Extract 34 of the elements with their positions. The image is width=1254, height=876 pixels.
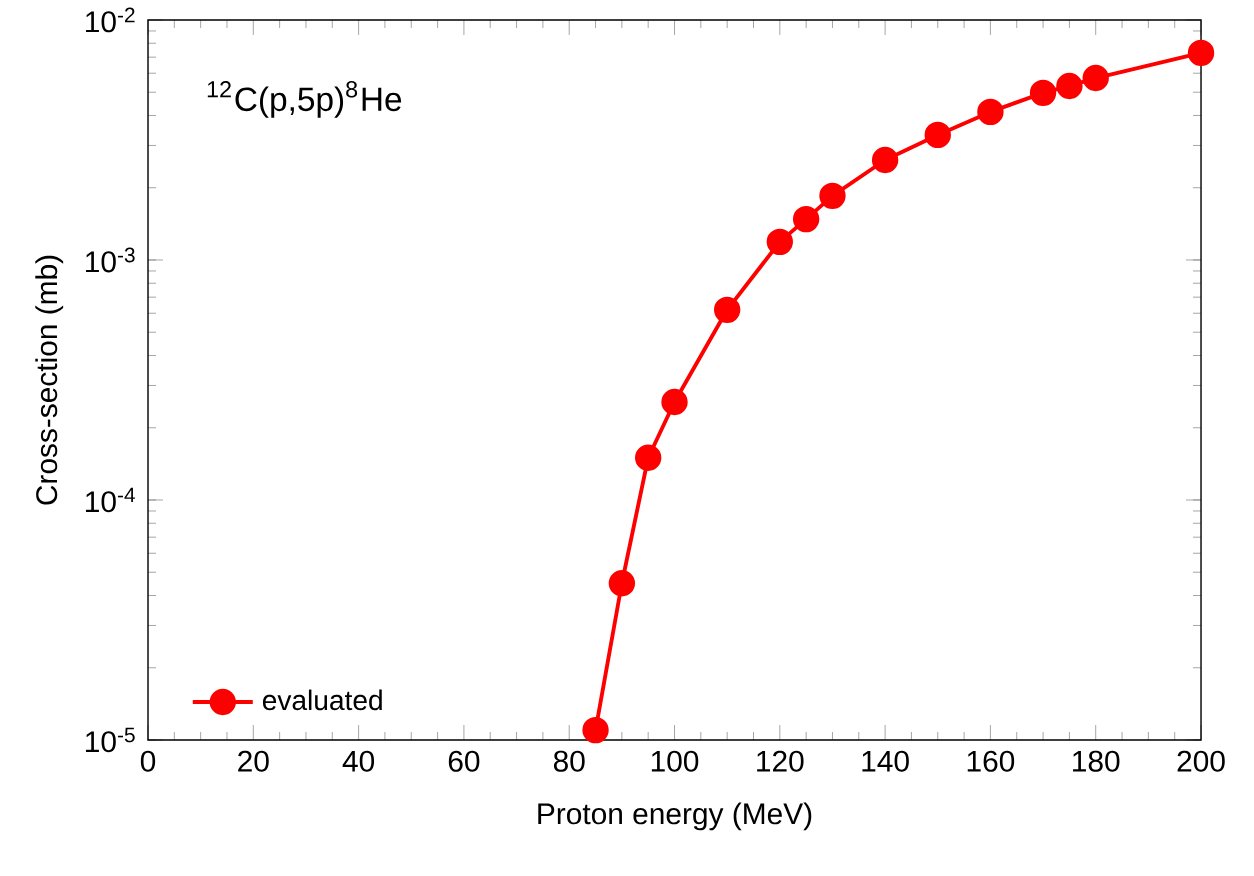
y-axis-title: Cross-section (mb) bbox=[35, 255, 64, 505]
point bbox=[819, 182, 846, 210]
point bbox=[713, 296, 741, 324]
x-tick-label: 80 bbox=[553, 750, 585, 772]
point bbox=[792, 205, 820, 233]
point bbox=[1056, 72, 1083, 100]
point bbox=[1029, 79, 1057, 107]
x-tick-label: 20 bbox=[238, 750, 269, 772]
point bbox=[635, 444, 662, 471]
x-tick-label: 0 bbox=[140, 750, 156, 772]
annotation: $^{12}$C(p,5p)$^{8}$He bbox=[207, 81, 402, 118]
y-tick-label: 10$^{-2}$ bbox=[86, 7, 135, 33]
point bbox=[661, 388, 688, 416]
x-tick-label: 140 bbox=[862, 750, 909, 772]
point bbox=[1187, 39, 1215, 67]
x-axis-title: Proton energy (MeV) bbox=[538, 802, 812, 831]
y-tick-label: 10$^{-4}$ bbox=[86, 487, 135, 513]
point bbox=[608, 570, 636, 597]
point bbox=[582, 716, 609, 744]
point bbox=[766, 228, 793, 256]
point bbox=[977, 98, 1004, 126]
point bbox=[871, 146, 899, 174]
legend-label: evaluated bbox=[262, 689, 382, 711]
x-tick-label: 200 bbox=[1177, 750, 1225, 772]
x-tick-label: 60 bbox=[448, 750, 480, 772]
point bbox=[1082, 64, 1109, 92]
y-tick-label: 10$^{-5}$ bbox=[86, 727, 135, 753]
y-tick-label: 10$^{-3}$ bbox=[86, 247, 135, 273]
point bbox=[924, 121, 951, 149]
x-tick-label: 120 bbox=[757, 750, 804, 772]
x-tick-label: 100 bbox=[651, 750, 699, 772]
x-tick-label: 160 bbox=[967, 750, 1015, 772]
x-tick-label: 40 bbox=[342, 750, 375, 772]
x-tick-label: 180 bbox=[1073, 750, 1120, 772]
